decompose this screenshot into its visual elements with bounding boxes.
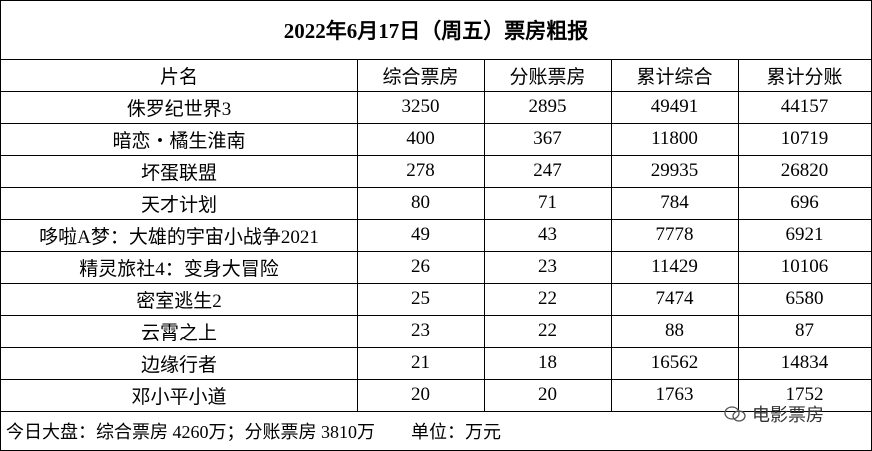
box-office-value: 22 — [538, 320, 557, 341]
box-office-value: 44157 — [780, 96, 829, 117]
box-office-value: 247 — [533, 160, 562, 181]
box-office-value: 20 — [411, 384, 430, 405]
row-border — [1, 251, 871, 252]
row-border — [1, 315, 871, 316]
box-office-value: 22 — [538, 288, 557, 309]
box-office-value: 10106 — [780, 256, 829, 277]
column-border — [484, 59, 485, 411]
box-office-value: 6921 — [785, 224, 824, 245]
row-border — [1, 187, 871, 188]
box-office-value: 400 — [406, 128, 435, 149]
box-office-value: 16562 — [650, 352, 699, 373]
box-office-value: 49491 — [650, 96, 699, 117]
box-office-value: 25 — [411, 288, 430, 309]
row-border — [1, 219, 871, 220]
box-office-value: 6580 — [785, 288, 824, 309]
watermark: 电影票房 — [724, 398, 824, 430]
header-cell: 累计综合 — [636, 66, 713, 88]
column-border — [357, 59, 358, 411]
film-name: 密室逃生2 — [136, 290, 222, 312]
box-office-value: 7474 — [655, 288, 694, 309]
box-office-value: 696 — [790, 192, 819, 213]
row-border — [1, 379, 871, 380]
footer-note: 今日大盘：综合票房 4260万；分账票房 3810万 单位：万元 — [6, 422, 501, 442]
box-office-value: 1752 — [785, 384, 824, 405]
header-cell: 分账票房 — [509, 66, 586, 88]
box-office-value: 29935 — [650, 160, 699, 181]
row-border — [1, 123, 871, 124]
box-office-value: 278 — [406, 160, 435, 181]
header-cell: 累计分账 — [766, 66, 843, 88]
box-office-value: 23 — [411, 320, 430, 341]
report-title: 2022年6月17日（周五）票房粗报 — [1, 1, 871, 60]
box-office-value: 3250 — [401, 96, 440, 117]
box-office-value: 1763 — [655, 384, 694, 405]
box-office-value: 11429 — [651, 256, 698, 277]
film-name: 邓小平小道 — [131, 386, 227, 408]
box-office-value: 88 — [665, 320, 684, 341]
box-office-value: 14834 — [780, 352, 829, 373]
header-cell: 综合票房 — [382, 66, 459, 88]
box-office-value: 26820 — [780, 160, 829, 181]
row-border — [1, 411, 871, 412]
wechat-icon — [724, 406, 746, 422]
column-border — [611, 59, 612, 411]
box-office-value: 7778 — [655, 224, 694, 245]
box-office-value: 80 — [411, 192, 430, 213]
box-office-value: 784 — [660, 192, 689, 213]
row-border — [1, 91, 871, 92]
box-office-value: 71 — [538, 192, 557, 213]
box-office-value: 20 — [538, 384, 557, 405]
film-name: 坏蛋联盟 — [140, 162, 217, 184]
film-name: 天才计划 — [140, 194, 217, 216]
box-office-value: 23 — [538, 256, 557, 277]
box-office-value: 87 — [795, 320, 814, 341]
film-name: 侏罗纪世界3 — [126, 98, 232, 120]
box-office-value: 11800 — [651, 128, 698, 149]
row-border — [1, 283, 871, 284]
film-name: 边缘行者 — [140, 354, 217, 376]
film-name: 精灵旅社4：变身大冒险 — [79, 258, 279, 280]
column-border — [738, 59, 739, 411]
box-office-value: 21 — [411, 352, 430, 373]
watermark-text: 电影票房 — [752, 405, 824, 426]
box-office-value: 26 — [411, 256, 430, 277]
film-name: 暗恋・橘生淮南 — [112, 130, 246, 152]
row-border — [1, 347, 871, 348]
box-office-value: 18 — [538, 352, 557, 373]
header-cell: 片名 — [159, 66, 198, 88]
film-name: 哆啦A梦：大雄的宇宙小战争2021 — [39, 226, 319, 248]
box-office-value: 367 — [533, 128, 562, 149]
row-border — [1, 155, 871, 156]
box-office-value: 49 — [411, 224, 430, 245]
film-name: 云霄之上 — [140, 322, 217, 344]
box-office-value: 43 — [538, 224, 557, 245]
box-office-value: 2895 — [528, 96, 567, 117]
box-office-value: 10719 — [780, 128, 829, 149]
